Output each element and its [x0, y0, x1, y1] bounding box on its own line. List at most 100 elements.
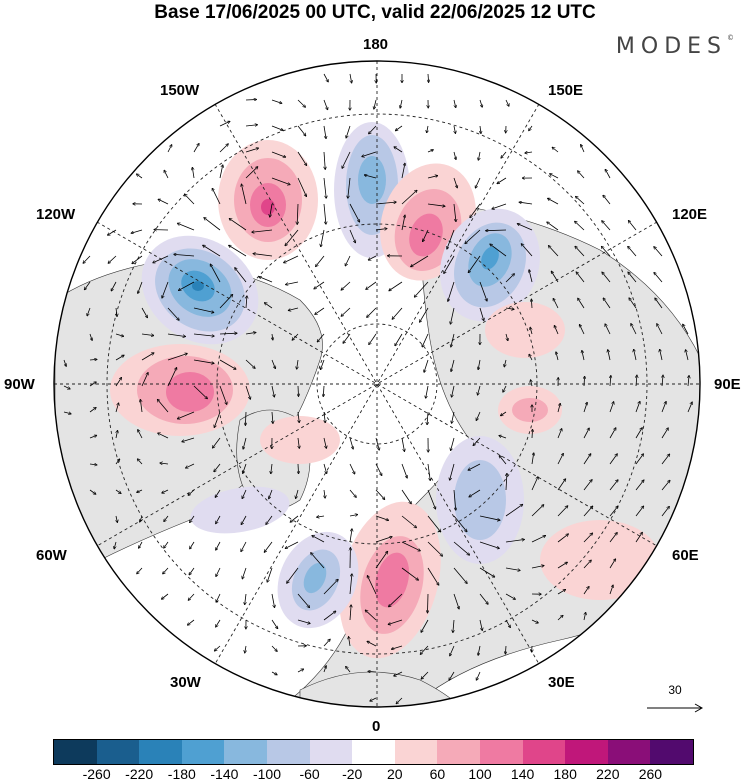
wind-vector	[550, 174, 559, 179]
wind-vector	[368, 671, 377, 672]
wind-vector	[556, 352, 559, 361]
wind-vector	[297, 151, 306, 165]
wind-vector	[296, 489, 299, 498]
wind-vector	[369, 125, 377, 134]
wind-vector	[235, 268, 247, 283]
wind-vector	[423, 229, 429, 241]
colorbar-tick-label: 60	[429, 766, 446, 782]
wind-vector	[287, 567, 299, 583]
wind-vector	[193, 359, 214, 363]
wind-vector	[531, 536, 545, 543]
wind-vector	[349, 574, 352, 595]
wind-vector	[401, 437, 404, 451]
wind-vector	[375, 229, 387, 230]
wind-vector	[89, 489, 96, 494]
wind-vector	[285, 229, 299, 245]
wind-vector	[321, 229, 325, 246]
wind-vector	[297, 359, 298, 369]
colorbar	[53, 739, 694, 765]
wind-vector	[629, 221, 637, 231]
wind-vector	[324, 151, 325, 169]
colorbar-tick-label: 260	[638, 766, 663, 782]
wind-vector	[375, 552, 387, 569]
wind-vector	[468, 463, 481, 470]
land-africa	[299, 671, 471, 707]
wind-vector	[141, 353, 154, 361]
wind-vector	[85, 281, 91, 290]
wind-vector	[163, 567, 169, 574]
wind-vector	[505, 505, 522, 517]
wind-vector	[271, 99, 282, 103]
colorbar-swatch	[565, 740, 608, 764]
wind-vector	[89, 464, 97, 465]
wind-vector	[193, 307, 214, 312]
wind-vector	[602, 272, 611, 283]
wind-vector	[654, 247, 663, 257]
wind-vector	[342, 151, 351, 168]
wind-vector	[479, 515, 500, 520]
wind-vector	[635, 533, 642, 543]
colorbar-tick-label: 140	[510, 766, 535, 782]
wind-vector	[447, 229, 455, 249]
wind-vector	[584, 613, 586, 621]
wind-vector	[531, 380, 532, 387]
wind-vector	[89, 436, 96, 439]
wind-vector	[610, 376, 611, 387]
wind-vector	[469, 489, 481, 497]
wind-vector	[401, 191, 417, 205]
wind-vector	[427, 203, 445, 206]
wind-vector	[323, 99, 328, 109]
wind-vector	[427, 411, 428, 424]
wind-vector	[473, 437, 481, 445]
wind-vector	[427, 515, 441, 532]
wind-vector	[529, 355, 533, 361]
wind-vector	[453, 515, 467, 531]
wind-vector	[132, 229, 143, 233]
wind-vector	[476, 177, 481, 188]
wind-vector	[141, 307, 147, 317]
wind-vector	[245, 167, 258, 179]
wind-vector	[375, 463, 382, 475]
wind-vector	[164, 541, 169, 548]
wind-vector	[518, 224, 533, 231]
wind-vector	[193, 333, 214, 336]
wind-vector	[137, 567, 143, 574]
wind-vector	[245, 593, 246, 604]
wind-vector	[634, 350, 637, 361]
colorbar-swatch	[224, 740, 267, 764]
wind-vector	[192, 168, 195, 179]
wind-vector	[553, 299, 559, 309]
colorbar-swatch	[437, 740, 480, 764]
wind-vector	[111, 281, 117, 291]
lon-label-180: 180	[363, 36, 389, 53]
wind-vector	[584, 377, 585, 387]
wind-vector	[139, 541, 143, 548]
lon-label-150w: 150W	[160, 82, 200, 99]
wind-vector	[532, 430, 533, 439]
lon-label-150e: 150E	[548, 82, 584, 99]
wind-vector	[219, 165, 223, 179]
wind-vector	[367, 642, 377, 647]
wind-vector	[190, 541, 195, 549]
wind-vector	[375, 489, 385, 499]
wind-vector	[349, 463, 355, 474]
wind-vector	[167, 333, 185, 337]
wind-vector	[341, 307, 351, 316]
wind-vector	[583, 428, 589, 439]
wind-vector	[531, 477, 538, 491]
wind-vector	[427, 463, 430, 480]
wind-vector	[401, 463, 407, 478]
wind-vector	[555, 326, 559, 335]
wind-vector	[470, 203, 481, 217]
wind-vector	[506, 474, 507, 491]
wind-vector	[108, 229, 117, 235]
wind-vector	[450, 463, 455, 480]
lon-label-30e: 30E	[548, 674, 575, 691]
colorbar-swatch	[139, 740, 182, 764]
wind-vector	[323, 203, 326, 224]
wind-vector	[531, 300, 532, 309]
wind-vector	[368, 576, 377, 595]
wind-vector	[505, 99, 509, 106]
wind-vector	[369, 255, 377, 260]
wind-vector	[453, 541, 469, 555]
